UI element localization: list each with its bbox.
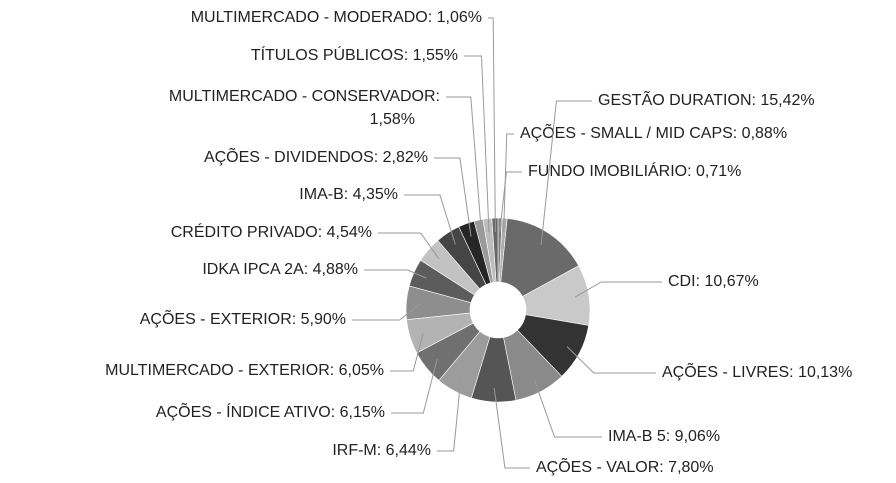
- leader-line: [390, 332, 424, 372]
- leader-line: [404, 194, 456, 245]
- data-label: GESTÃO DURATION: 15,42%: [598, 89, 815, 109]
- leader-line: [391, 358, 438, 414]
- data-label-line: TÍTULOS PÚBLICOS: 1,55%: [251, 45, 458, 64]
- data-label: AÇÕES - VALOR: 7,80%: [536, 456, 714, 476]
- data-label-line: IMA-B 5: 9,06%: [608, 428, 720, 445]
- data-label: IRF-M: 6,44%: [332, 442, 431, 459]
- leader-line: [566, 346, 656, 374]
- data-label: IMA-B: 4,35%: [299, 186, 398, 203]
- leader-line: [540, 100, 592, 245]
- leader-line: [533, 379, 602, 438]
- data-label-line: AÇÕES - ÍNDICE ATIVO: 6,15%: [156, 401, 385, 421]
- data-label-line: CDI: 10,67%: [668, 273, 759, 290]
- data-label-line: AÇÕES - VALOR: 7,80%: [536, 456, 714, 476]
- data-label-line: CRÉDITO PRIVADO: 4,54%: [171, 222, 372, 241]
- data-label-line: MULTIMERCADO - EXTERIOR: 6,05%: [105, 362, 384, 379]
- data-label: TÍTULOS PÚBLICOS: 1,55%: [251, 45, 458, 64]
- data-label-line: MULTIMERCADO - CONSERVADOR:: [169, 88, 440, 105]
- leader-line: [499, 171, 522, 232]
- leader-line: [434, 157, 472, 237]
- data-label-line: AÇÕES - SMALL / MID CAPS: 0,88%: [520, 122, 787, 142]
- leader-line: [446, 96, 482, 234]
- data-label: AÇÕES - DIVIDENDOS: 2,82%: [204, 146, 428, 166]
- leader-line: [364, 269, 427, 279]
- data-label: AÇÕES - LIVRES: 10,13%: [662, 361, 852, 381]
- leader-line: [574, 281, 662, 298]
- data-label: CDI: 10,67%: [668, 273, 759, 290]
- donut-slice: [491, 217, 499, 283]
- data-label: MULTIMERCADO - EXTERIOR: 6,05%: [105, 362, 384, 379]
- data-label: IMA-B 5: 9,06%: [608, 428, 720, 445]
- leader-line: [378, 232, 440, 260]
- data-label-line: IDKA IPCA 2A: 4,88%: [202, 261, 358, 278]
- data-label: IDKA IPCA 2A: 4,88%: [202, 261, 358, 278]
- leader-line: [437, 378, 462, 452]
- data-label: AÇÕES - SMALL / MID CAPS: 0,88%: [520, 122, 787, 142]
- data-label-line: 1,58%: [370, 111, 415, 128]
- donut-slice: [500, 218, 580, 297]
- data-label-line: GESTÃO DURATION: 15,42%: [598, 89, 815, 109]
- data-label-line: AÇÕES - EXTERIOR: 5,90%: [140, 308, 346, 328]
- data-label-line: IRF-M: 6,44%: [332, 442, 431, 459]
- data-label: MULTIMERCADO - CONSERVADOR: 1,58%: [169, 88, 440, 128]
- leader-line: [488, 17, 496, 232]
- data-label: AÇÕES - ÍNDICE ATIVO: 6,15%: [156, 401, 385, 421]
- leader-line: [493, 388, 530, 469]
- data-label-line: AÇÕES - LIVRES: 10,13%: [662, 361, 852, 381]
- data-label-line: AÇÕES - DIVIDENDOS: 2,82%: [204, 146, 428, 166]
- data-label-line: MULTIMERCADO - MODERADO: 1,06%: [191, 9, 482, 26]
- data-label: AÇÕES - EXTERIOR: 5,90%: [140, 308, 346, 328]
- leader-line: [503, 133, 514, 233]
- data-label-line: FUNDO IMOBILIÁRIO: 0,71%: [528, 161, 741, 180]
- data-label: MULTIMERCADO - MODERADO: 1,06%: [191, 9, 482, 26]
- leader-line: [352, 303, 421, 321]
- data-label: CRÉDITO PRIVADO: 4,54%: [171, 222, 372, 241]
- leader-line: [464, 55, 490, 233]
- data-label: FUNDO IMOBILIÁRIO: 0,71%: [528, 161, 741, 180]
- data-label-line: IMA-B: 4,35%: [299, 186, 398, 203]
